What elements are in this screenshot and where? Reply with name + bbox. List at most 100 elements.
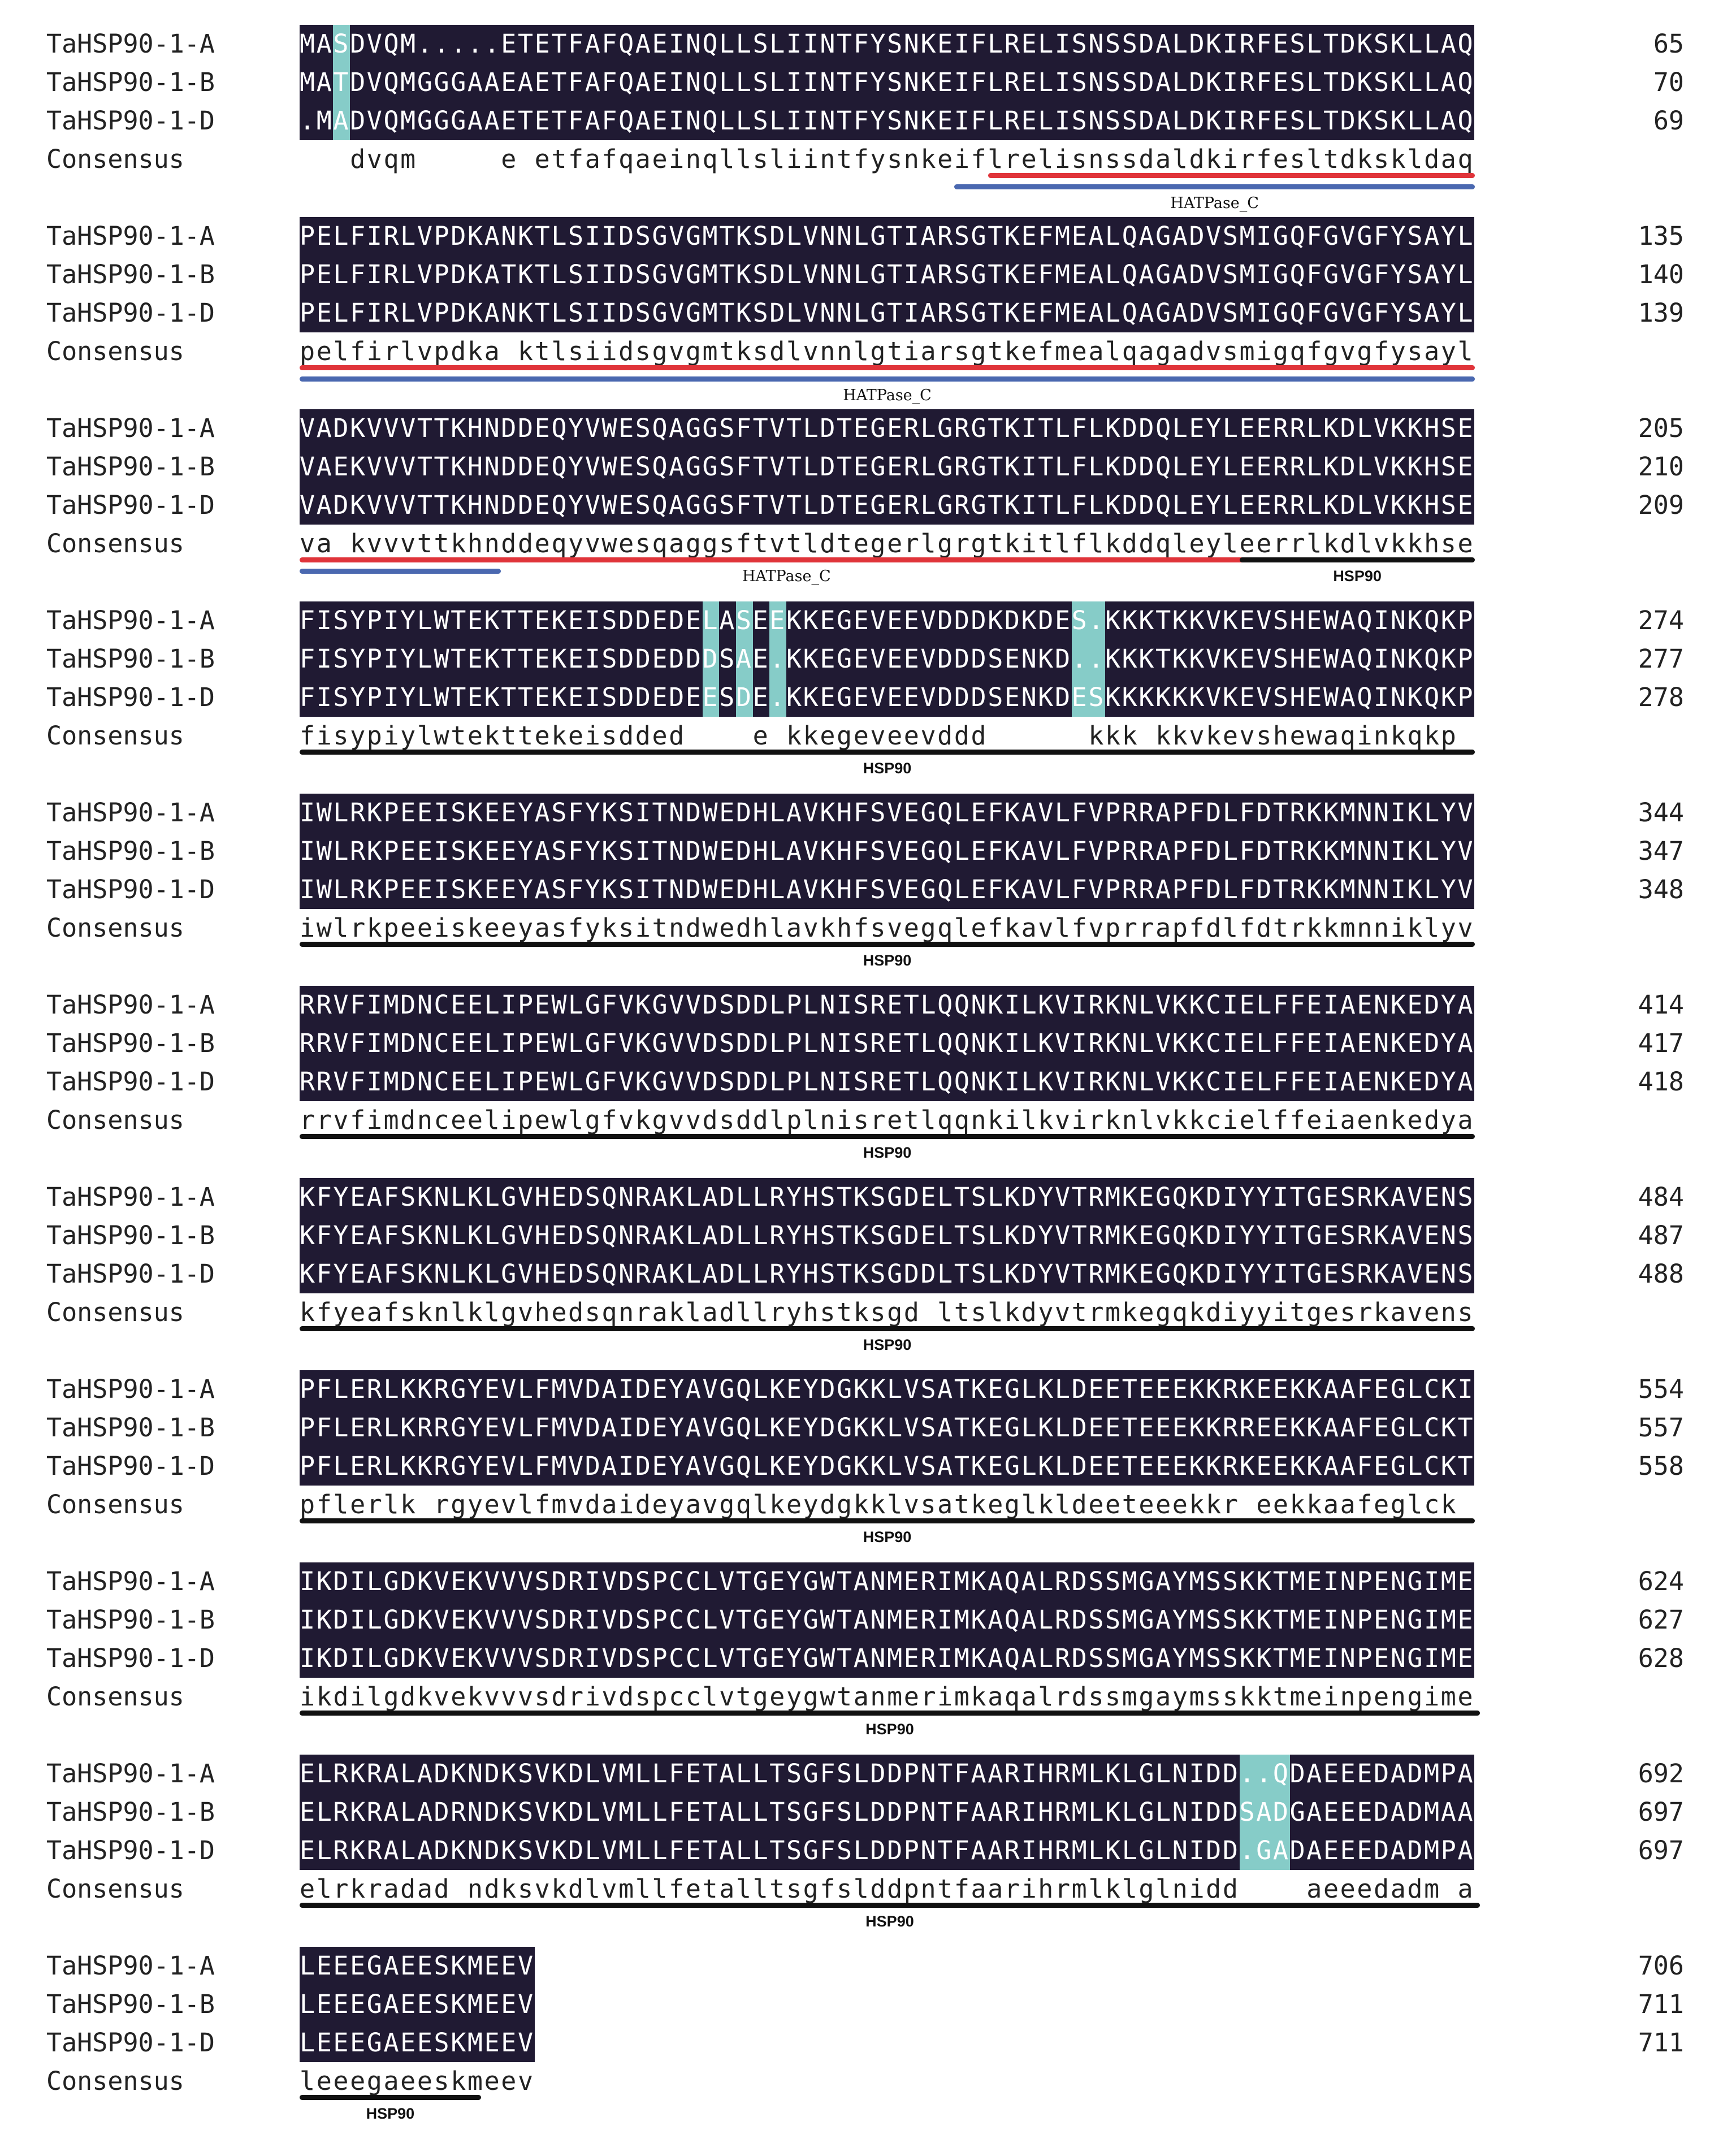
residue-count: 344 (1638, 798, 1684, 828)
residue-count: 277 (1638, 644, 1684, 674)
consensus-label: Consensus (46, 913, 184, 943)
sequence-name: TaHSP90-1-B (46, 1413, 215, 1443)
red-domain-bar (988, 173, 1475, 178)
sequence-name: TaHSP90-1-D (46, 1835, 215, 1865)
sequence-name: TaHSP90-1-A (46, 990, 215, 1020)
sequence-name: TaHSP90-1-D (46, 1643, 215, 1673)
sequence-name: TaHSP90-1-A (46, 1951, 215, 1981)
residue-count: 711 (1638, 1989, 1684, 2019)
residue-count: 711 (1638, 2028, 1684, 2058)
sequence-name: TaHSP90-1-B (46, 1028, 215, 1058)
domain-label: HSP90 (863, 1144, 912, 1161)
alignment-block: TaHSP90-1-A F I S Y P I Y L W T E K T T E K E I S D D E D E L A S E E… (0, 601, 1736, 794)
residue-count: 69 (1653, 106, 1684, 136)
residue-count: 414 (1638, 990, 1684, 1020)
alignment-block: TaHSP90-1-A I K D I L G D K V E K V V V S D R I V D S P C C L V T G E… (0, 1562, 1736, 1755)
consensus-label: Consensus (46, 2066, 184, 2096)
sequence-name: TaHSP90-1-B (46, 1220, 215, 1250)
consensus-label: Consensus (46, 1682, 184, 1712)
alignment-block: TaHSP90-1-A E L R K R A L A D K N D K S V K D L V M L L F E T A L L T… (0, 1755, 1736, 1947)
sequence-name: TaHSP90-1-D (46, 490, 215, 520)
residue-count: 697 (1638, 1835, 1684, 1865)
residue-count: 209 (1638, 490, 1684, 520)
sequence-name: TaHSP90-1-A (46, 1566, 215, 1596)
alignment-block: TaHSP90-1-A K F Y E A F S K N L K L G V H E D S Q N R A K L A D L L R… (0, 1178, 1736, 1370)
sequence-name: TaHSP90-1-A (46, 221, 215, 251)
consensus-label: Consensus (46, 721, 184, 751)
sequence-name: TaHSP90-1-D (46, 874, 215, 904)
residue-count: 484 (1638, 1182, 1684, 1212)
sequence-name: TaHSP90-1-B (46, 452, 215, 482)
residue-count: 558 (1638, 1451, 1684, 1481)
residue-count: 347 (1638, 836, 1684, 866)
black-domain-bar (300, 2095, 481, 2100)
consensus-label: Consensus (46, 1489, 184, 1519)
residue-count: 274 (1638, 605, 1684, 635)
blue-domain-bar (300, 376, 1475, 382)
sequence-name: TaHSP90-1-D (46, 1259, 215, 1289)
sequence-name: TaHSP90-1-B (46, 836, 215, 866)
sequence-name: TaHSP90-1-A (46, 798, 215, 828)
residue-count: 417 (1638, 1028, 1684, 1058)
sequence-name: TaHSP90-1-B (46, 644, 215, 674)
sequence-name: TaHSP90-1-D (46, 106, 215, 136)
residue-count: 628 (1638, 1643, 1684, 1673)
alignment-block: TaHSP90-1-A P F L E R L K K R G Y E V L F M V D A I D E Y A V G Q L K… (0, 1370, 1736, 1562)
red-domain-bar (300, 557, 1274, 562)
residue-count: 139 (1638, 298, 1684, 328)
residue-count: 140 (1638, 259, 1684, 289)
residue-count: 706 (1638, 1951, 1684, 1981)
residue-count: 627 (1638, 1605, 1684, 1635)
consensus-label: Consensus (46, 336, 184, 366)
sequence-name: TaHSP90-1-A (46, 1374, 215, 1404)
black-domain-bar (300, 1518, 1475, 1523)
black-domain-bar (300, 942, 1475, 947)
alignment-block: TaHSP90-1-A V A D K V V V T T K H N D D E Q Y V W E S Q A G G S F T V… (0, 409, 1736, 601)
residue-count: 278 (1638, 682, 1684, 712)
sequence-name: TaHSP90-1-A (46, 413, 215, 443)
domain-label: HSP90 (863, 1529, 912, 1545)
domain-label: HSP90 (863, 760, 912, 777)
alignment-block: TaHSP90-1-A I W L R K P E E I S K E E Y A S F Y K S I T N D W E D H L… (0, 794, 1736, 986)
alignment-block: TaHSP90-1-A L E E E G A E E S K M E E V 706 TaHSP90-1-B L… (0, 1947, 1736, 2139)
alignment-block: TaHSP90-1-A P E L F I R L V P D K A N K T L S I I D S G V G M T K S D… (0, 217, 1736, 409)
consensus-label: Consensus (46, 1297, 184, 1327)
consensus-label: Consensus (46, 1105, 184, 1135)
red-domain-bar (300, 365, 1475, 370)
sequence-name: TaHSP90-1-A (46, 605, 215, 635)
residue-count: 210 (1638, 452, 1684, 482)
sequence-name: TaHSP90-1-D (46, 298, 215, 328)
domain-label: HATPase_C (843, 387, 932, 404)
blue-domain-bar (954, 184, 1475, 189)
sequence-name: TaHSP90-1-A (46, 1182, 215, 1212)
sequence-name: TaHSP90-1-A (46, 29, 215, 59)
residue-count: 65 (1653, 29, 1684, 59)
black-domain-bar (300, 1903, 1480, 1908)
